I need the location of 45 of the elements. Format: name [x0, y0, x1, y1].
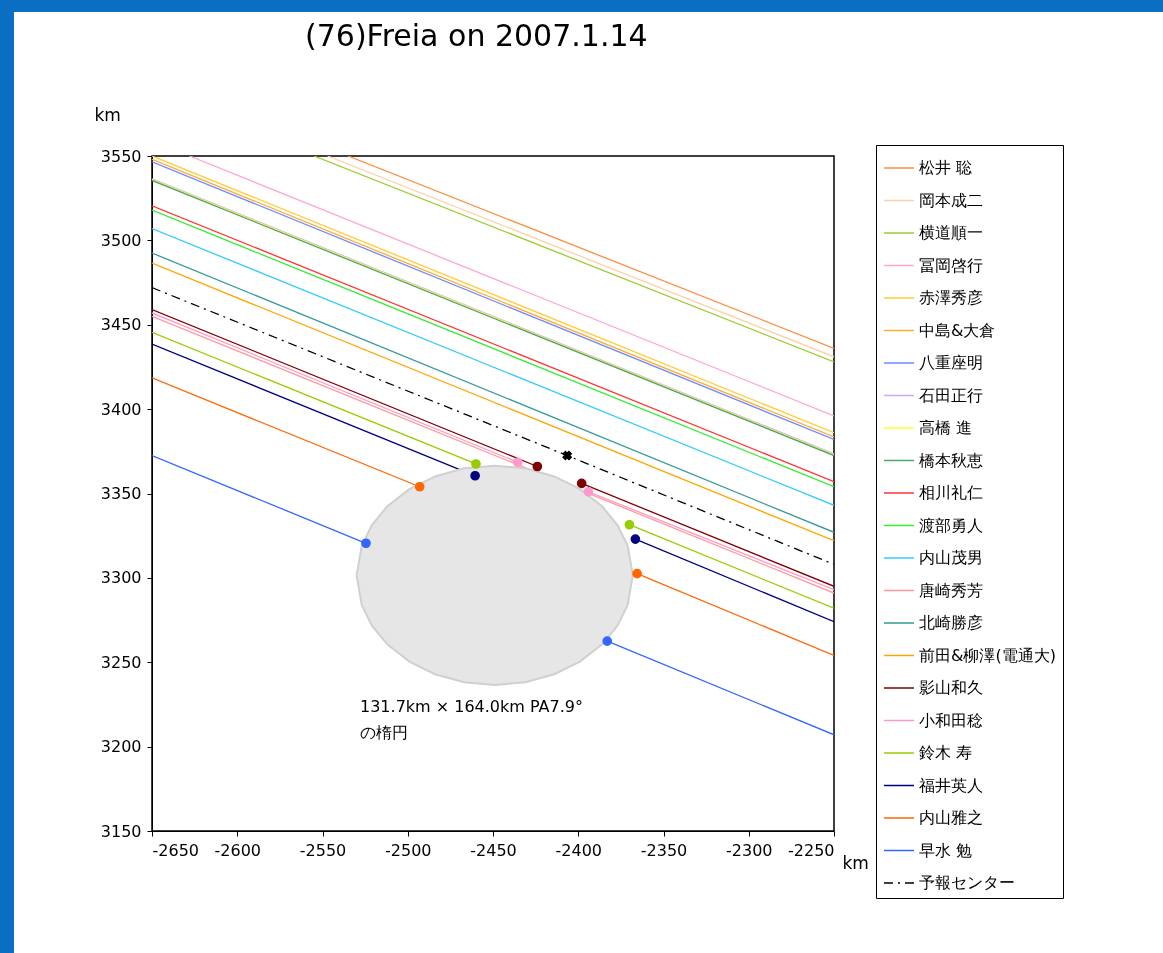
chart-title: (76)Freia on 2007.1.14: [305, 18, 648, 53]
legend-label: 渡部勇人: [919, 515, 983, 535]
y-axis-title: km: [94, 104, 121, 125]
y-tick-label: 3450: [100, 315, 142, 335]
legend-label: 鈴木 寿: [919, 743, 973, 762]
legend-label: 唐崎秀芳: [919, 580, 983, 600]
legend-label: 福井英人: [919, 775, 983, 795]
x-tick-label: -2600: [214, 840, 261, 860]
legend-label: 相川礼仁: [919, 483, 983, 502]
x-axis-title: km: [842, 852, 869, 873]
legend-label: 赤澤秀彦: [919, 288, 983, 307]
legend-label: 岡本成二: [919, 190, 983, 210]
legend-label: 石田正行: [919, 385, 983, 405]
legend-label: 冨岡啓行: [919, 255, 983, 275]
legend-label: 北崎勝彦: [919, 613, 983, 632]
legend-label: 松井 聡: [919, 158, 973, 177]
legend-label: 予報センター: [919, 873, 1015, 892]
legend-label: 影山和久: [919, 678, 983, 697]
legend-label: 早水 勉: [919, 840, 973, 860]
legend-label: 横道順一: [919, 223, 983, 242]
legend-label: 高橋 進: [919, 418, 973, 437]
legend-label: 小和田稔: [919, 710, 983, 730]
legend-label: 前田&柳澤(電通大): [919, 645, 1056, 665]
legend-label: 中島&大倉: [919, 320, 996, 340]
y-tick-label: 3550: [100, 146, 142, 166]
y-tick-label: 3500: [100, 230, 142, 250]
y-tick-label: 3250: [100, 652, 142, 672]
x-tick-label: -2550: [299, 840, 347, 860]
y-tick-label: 3400: [100, 399, 142, 419]
y-tick-label: 3150: [100, 821, 142, 841]
x-tick-label: -2300: [726, 840, 773, 860]
legend-label: 八重座明: [919, 353, 983, 372]
x-tick-label: -2500: [385, 840, 432, 860]
x-tick-label: -2450: [470, 840, 517, 860]
legend-label: 内山雅之: [919, 808, 983, 827]
x-tick-label: -2400: [555, 840, 602, 860]
legend-label: 橋本秋恵: [919, 450, 983, 470]
annotation: 131.7km × 164.0km PA7.9° の楕円: [360, 697, 583, 742]
x-tick-label: -2350: [640, 840, 688, 860]
x-tick-label: -2250: [788, 840, 835, 860]
y-tick-label: 3350: [100, 484, 142, 503]
y-tick-label: 3300: [100, 568, 142, 588]
x-tick-label: -2650: [152, 840, 199, 860]
legend-label: 内山茂男: [919, 548, 983, 567]
y-tick-label: 3200: [100, 737, 142, 757]
